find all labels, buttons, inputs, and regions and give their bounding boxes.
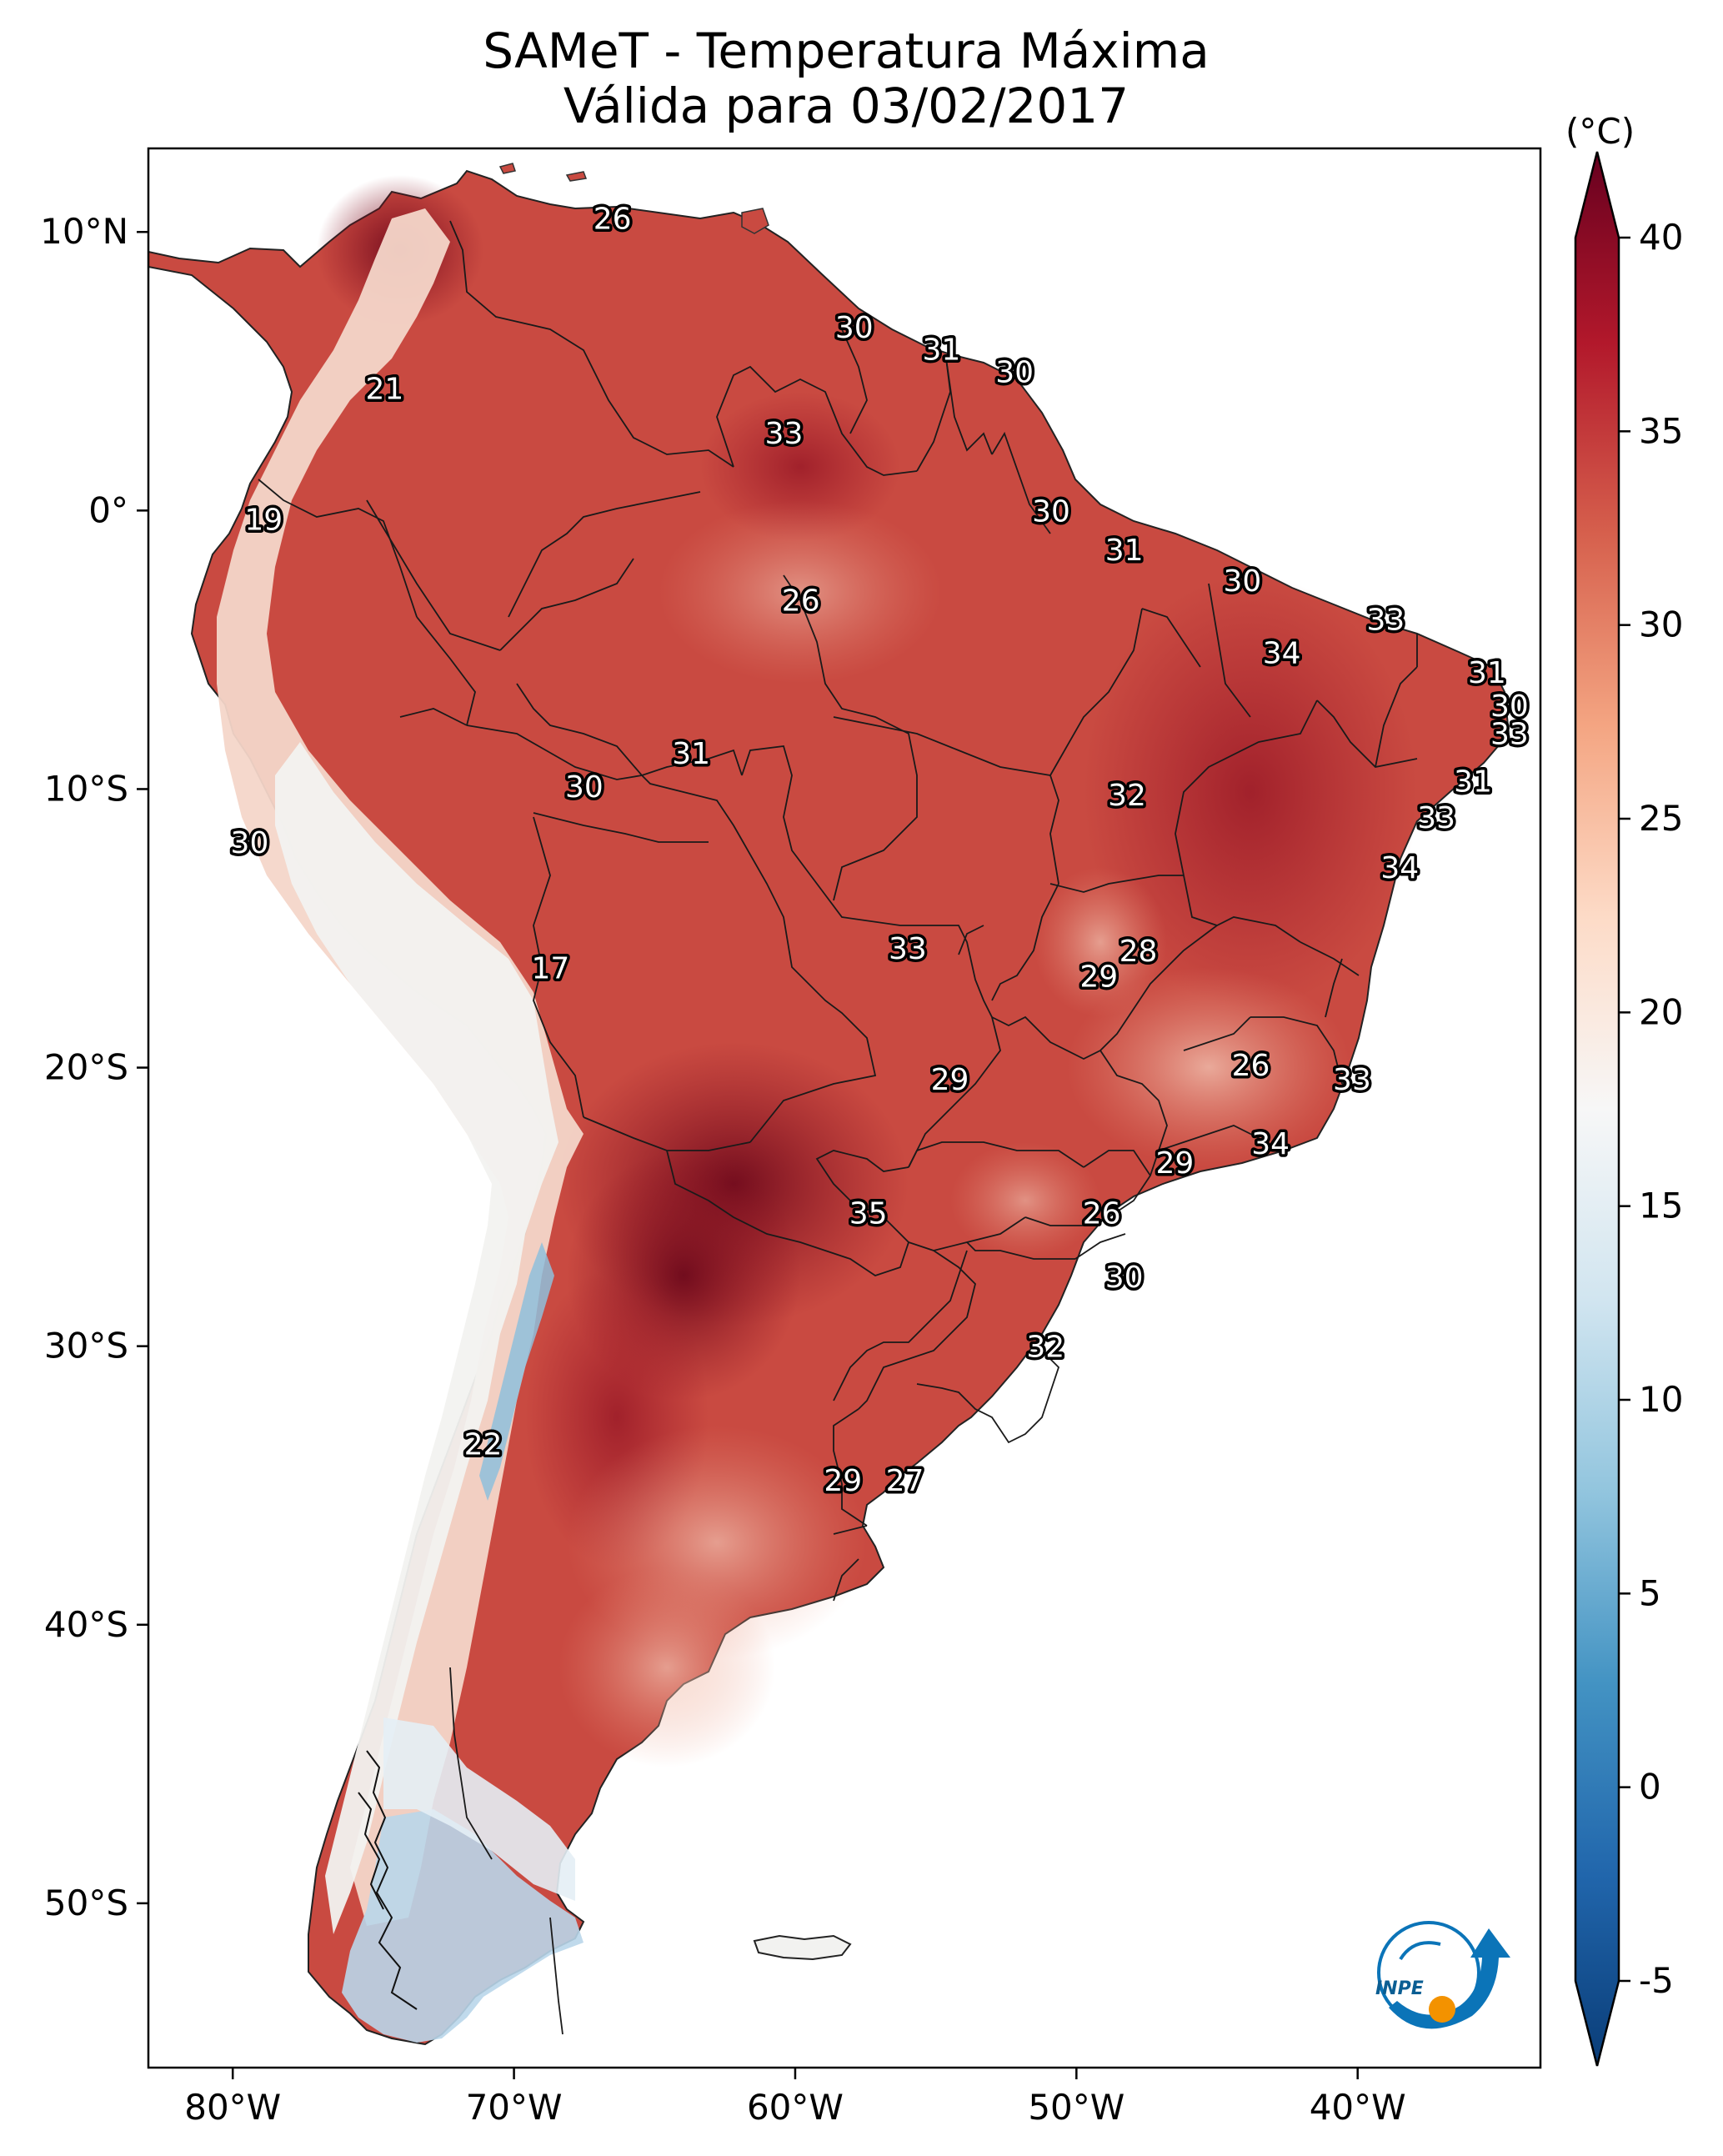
temperature-label: 30	[1032, 494, 1070, 529]
temperature-label: 27	[886, 1464, 924, 1498]
colorbar-ticks: -5 0 5 10 15 20 25 30 35 40	[1619, 217, 1683, 2001]
temperature-label: 31	[672, 737, 710, 771]
temperature-label: 29	[1156, 1146, 1195, 1181]
lon-tick-label: 50°W	[1028, 2087, 1124, 2128]
colorbar-tick-label: 40	[1639, 217, 1683, 258]
longitude-axis: 80°W 70°W 60°W 50°W 40°W	[184, 2068, 1406, 2128]
temperature-label: 31	[922, 333, 960, 368]
map-title: SAMeT - Temperatura Máxima	[483, 23, 1210, 79]
temperature-label: 19	[244, 503, 283, 537]
lat-tick-label: 20°S	[44, 1047, 128, 1088]
temperature-label: 21	[365, 372, 403, 406]
patagonia-pale-area	[383, 1717, 575, 1901]
inpe-logo: INPE	[1375, 1921, 1510, 2029]
temperature-label: 30	[1223, 564, 1261, 599]
lon-tick-label: 80°W	[184, 2087, 281, 2128]
temperature-label: 32	[1026, 1331, 1064, 1365]
temperature-label: 30	[231, 826, 269, 860]
colorbar-tick-label: 30	[1639, 604, 1683, 645]
lon-tick-label: 70°W	[466, 2087, 563, 2128]
andes-white-band	[275, 742, 558, 1934]
temperature-label: 30	[835, 311, 874, 345]
temperature-field	[317, 175, 1417, 1767]
falkland-islands	[753, 1934, 852, 1961]
logo-swoosh	[1389, 1928, 1510, 2029]
colorbar-tick-label: 5	[1639, 1572, 1661, 1613]
lon-tick-label: 60°W	[747, 2087, 844, 2128]
logo-text: INPE	[1375, 1978, 1424, 1999]
logo-dot	[1429, 1996, 1455, 2023]
temperature-label: 33	[765, 417, 804, 451]
andes-blue-band	[479, 1242, 554, 1501]
temperature-label: 29	[1079, 960, 1118, 994]
temperature-label: 22	[464, 1428, 503, 1462]
colorbar: -5 0 5 10 15 20 25 30 35 40 (°C)	[1565, 111, 1683, 2067]
colorbar-tick-label: 0	[1639, 1767, 1661, 1808]
colorbar-body	[1574, 151, 1620, 2067]
temperature-label: 29	[931, 1063, 969, 1097]
temperature-label: 33	[1367, 604, 1405, 638]
temperature-label: 34	[1380, 851, 1419, 885]
colorbar-tick-label: -5	[1639, 1960, 1674, 2001]
coastline-detail	[358, 1750, 418, 2010]
temperature-label: 26	[594, 203, 632, 237]
temperature-label: 31	[1468, 656, 1506, 690]
lat-tick-label: 10°S	[44, 768, 128, 809]
temperature-label: 26	[1232, 1049, 1270, 1083]
lat-tick-label: 0°	[88, 489, 128, 530]
colorbar-tick-label: 20	[1639, 991, 1683, 1032]
temperature-label: 33	[1333, 1063, 1371, 1097]
temperature-label: 32	[1108, 779, 1146, 813]
plot-frame	[147, 147, 1542, 2069]
temperature-label: 26	[1083, 1196, 1121, 1231]
temperature-label: 30	[1105, 1261, 1144, 1295]
temperature-label: 17	[532, 951, 570, 985]
lat-tick-label: 40°S	[44, 1604, 128, 1645]
colorbar-tick-label: 25	[1639, 798, 1683, 839]
temperature-label: 29	[824, 1464, 862, 1498]
temperature-label: 33	[889, 932, 927, 966]
temperature-label: 30	[995, 355, 1034, 389]
temperature-label: 28	[1119, 935, 1158, 969]
temperature-label: 33	[1490, 718, 1529, 752]
colorbar-tick-label: 10	[1639, 1379, 1683, 1420]
country-borders	[258, 220, 1418, 2035]
latitude-axis: 10°N 0° 10°S 20°S 30°S 40°S 50°S	[40, 211, 148, 1923]
temperature-label: 34	[1263, 637, 1301, 671]
lon-tick-label: 40°W	[1310, 2087, 1406, 2128]
temperature-label: 33	[1417, 801, 1455, 835]
lat-tick-label: 50°S	[44, 1883, 128, 1923]
patagonia-cool-area	[342, 1809, 584, 2043]
andes-cool-band	[217, 208, 584, 1926]
temperature-label: 31	[1105, 534, 1144, 568]
colorbar-unit: (°C)	[1565, 111, 1635, 152]
colorbar-tick-label: 15	[1639, 1186, 1683, 1226]
temperature-label: 31	[1454, 765, 1492, 799]
colorbar-tick-label: 35	[1639, 410, 1683, 451]
caribbean-islands	[498, 163, 769, 234]
temperature-label: 30	[1490, 689, 1529, 724]
temperature-label: 30	[565, 770, 604, 805]
map-subtitle: Válida para 03/02/2017	[563, 78, 1129, 134]
lat-tick-label: 10°N	[40, 211, 128, 252]
temperature-label: 35	[849, 1196, 888, 1231]
lat-tick-label: 30°S	[44, 1326, 128, 1366]
temperature-label: 26	[782, 584, 820, 618]
temperature-label: 34	[1251, 1127, 1290, 1161]
